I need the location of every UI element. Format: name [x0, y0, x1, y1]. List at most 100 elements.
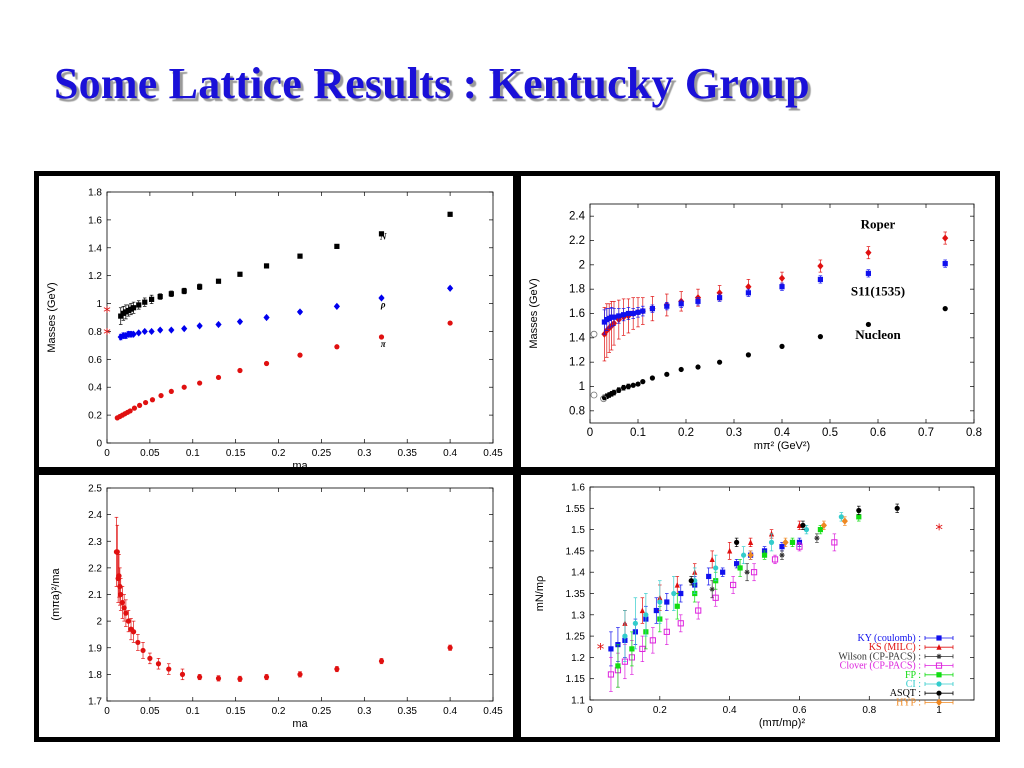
- data-point: [130, 305, 137, 311]
- data-point: [621, 312, 627, 318]
- data-point: [761, 552, 768, 558]
- x-tick-label: 0.4: [443, 448, 457, 459]
- chart-panel-top-right: 0 0.1 0.2 0.3 0.4 0.5 0.6 0.7 0.8 0.8 1 1.2 1.4 1.6 1.…: [521, 176, 995, 467]
- data-point: [865, 321, 871, 328]
- data-point: [717, 359, 723, 365]
- data-point: [678, 366, 684, 373]
- y-axis-label: mN/mρ: [534, 576, 546, 612]
- x-tick-label: 0.8: [966, 427, 982, 439]
- data-point: [334, 666, 340, 672]
- y-tick-label: 0.8: [569, 405, 585, 417]
- data-point: [125, 618, 132, 624]
- mass-vs-ma-chart: 0 0.05 0.1 0.15 0.2 0.25 0.3 0.35 0.4 0.45 0 0.2 0.4…: [46, 188, 503, 468]
- x-tick-label: 0.5: [822, 427, 838, 439]
- y-tick-label: 1.4: [569, 332, 586, 344]
- data-point: [817, 527, 823, 533]
- y-tick-label: 2: [96, 617, 102, 628]
- y-tick-label: 1.6: [88, 215, 102, 226]
- y-tick-label: 2.4: [569, 211, 586, 223]
- series-annotation: ρ: [380, 300, 386, 310]
- data-point: [611, 389, 617, 396]
- data-point: [688, 578, 694, 584]
- legend-marker: [936, 635, 942, 641]
- data-point: [779, 343, 785, 349]
- data-point: [803, 527, 810, 533]
- plot-area-frame: [106, 191, 494, 444]
- data-point: [622, 633, 628, 639]
- data-point: [158, 392, 164, 399]
- data-point: [157, 326, 164, 334]
- data-point: [615, 663, 621, 669]
- x-tick-label: 0.15: [226, 706, 246, 717]
- legend-label: KS (MILC) :: [869, 642, 921, 653]
- x-tick-label: 0.4: [723, 705, 737, 716]
- legend-marker: [936, 690, 942, 696]
- data-point: [608, 646, 614, 652]
- y-tick-label: 1.15: [566, 674, 586, 685]
- y-tick-label: 1.55: [566, 504, 586, 515]
- data-point: [771, 556, 779, 563]
- data-point: [197, 284, 203, 290]
- data-point: [635, 309, 641, 315]
- data-point: [814, 535, 820, 541]
- x-tick-label: 0.6: [870, 427, 886, 439]
- asterisk-marker: *: [103, 303, 111, 321]
- data-point: [237, 367, 243, 374]
- data-point: [181, 288, 187, 294]
- data-point: [155, 661, 162, 667]
- series-1: [601, 259, 948, 335]
- data-point: [215, 374, 222, 381]
- data-point: [215, 675, 222, 681]
- y-axis-label: (mπa)²/ma: [50, 568, 62, 621]
- y-tick-label: 1.45: [566, 546, 586, 557]
- y-tick-label: 1.35: [566, 589, 586, 600]
- data-point: [166, 666, 172, 672]
- data-point: [782, 538, 789, 546]
- data-point: [865, 270, 871, 276]
- data-point: [447, 645, 453, 651]
- data-point: [709, 586, 715, 592]
- data-point: [143, 399, 149, 406]
- mn-over-mrho-chart: 0 0.2 0.4 0.6 0.8 1 1.1 1.15 1.2 1.25 1.3 1.35 1.4 1.…: [534, 483, 975, 729]
- x-tick-label: 0: [104, 448, 110, 459]
- data-point: [118, 591, 124, 598]
- slide-title: Some Lattice Results : Kentucky Group: [54, 59, 810, 108]
- data-point: [730, 581, 737, 589]
- y-tick-label: 1.4: [571, 568, 585, 579]
- data-point: [706, 573, 712, 580]
- x-tick-label: 0.1: [630, 427, 646, 439]
- data-point: [778, 274, 786, 282]
- data-point: [629, 646, 635, 652]
- legend-label: CI :: [906, 679, 921, 690]
- asterisk-marker: *: [103, 325, 111, 343]
- data-point: [942, 234, 949, 242]
- data-point: [695, 607, 702, 614]
- data-point: [616, 313, 622, 319]
- data-point: [817, 334, 823, 340]
- x-tick-label: 0.2: [678, 427, 694, 439]
- data-point: [664, 599, 670, 605]
- data-point: [142, 299, 148, 305]
- y-tick-label: 1.6: [571, 483, 585, 494]
- data-point: [639, 607, 645, 614]
- x-tick-label: 0.45: [483, 706, 503, 717]
- plot-area-frame: [589, 203, 975, 424]
- x-axis-label: ma: [292, 460, 308, 467]
- open-data-point: [600, 395, 607, 403]
- x-tick-label: 0.25: [312, 706, 332, 717]
- y-tick-label: 1.25: [566, 632, 586, 643]
- data-point: [447, 211, 453, 217]
- data-point: [713, 565, 719, 571]
- mass-vs-mpi2-chart: 0 0.1 0.2 0.3 0.4 0.5 0.6 0.7 0.8 0.8 1 1.2 1.4 1.6 1.…: [528, 203, 982, 452]
- data-point: [789, 539, 796, 545]
- data-point: [181, 325, 188, 333]
- data-point: [640, 308, 646, 314]
- legend-label: KY (coulomb) :: [857, 633, 921, 644]
- legend-label: ASQT :: [890, 688, 921, 699]
- data-point: [695, 364, 701, 370]
- data-point: [196, 322, 203, 330]
- data-point: [695, 298, 701, 304]
- chart-panel-bottom-right: 0 0.2 0.4 0.6 0.8 1 1.1 1.15 1.2 1.25 1.3 1.35 1.4 1.…: [521, 475, 995, 737]
- data-point: [263, 674, 270, 680]
- data-point: [334, 243, 340, 249]
